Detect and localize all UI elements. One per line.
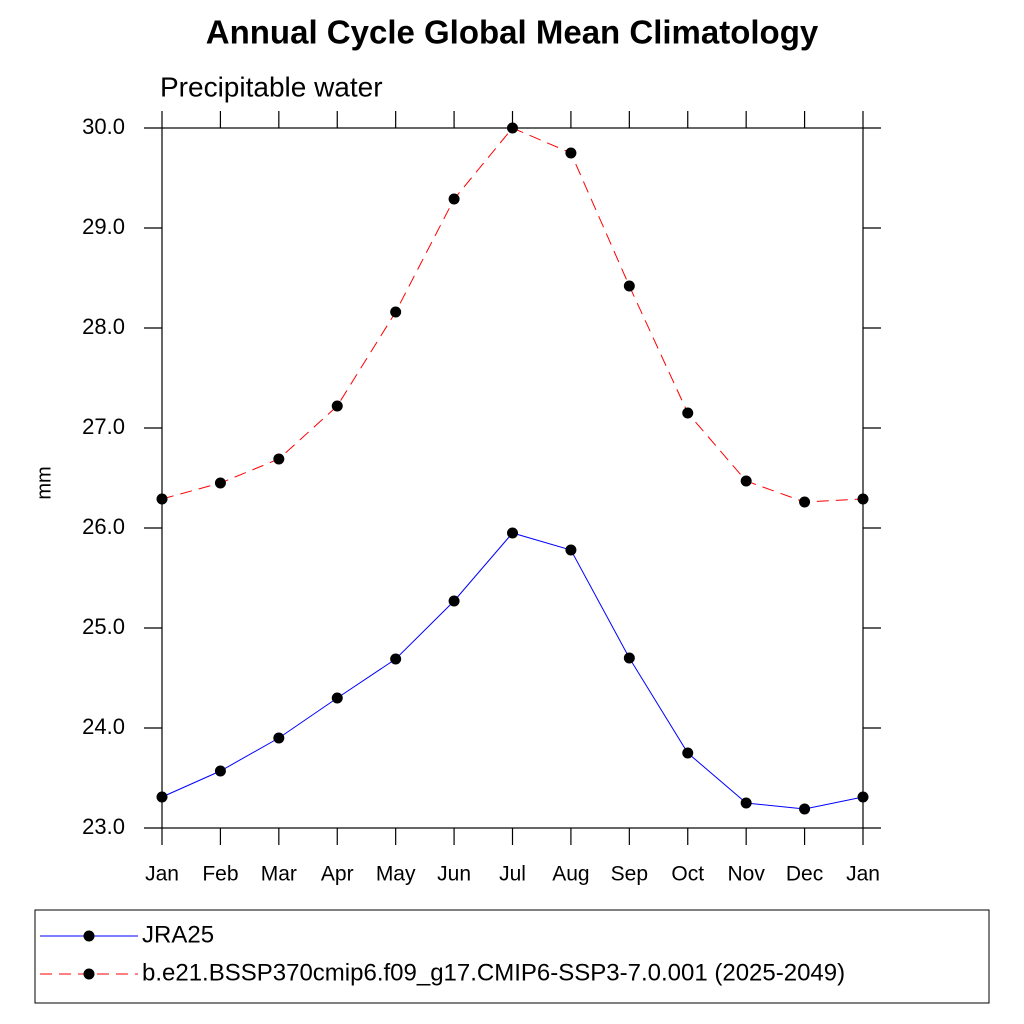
data-marker (390, 653, 402, 665)
legend-marker (83, 968, 95, 980)
data-marker (857, 791, 869, 803)
data-marker (799, 496, 811, 508)
data-marker (273, 453, 285, 465)
y-axis-label: mm (33, 466, 55, 499)
x-tick-label: Sep (611, 863, 648, 886)
data-marker (448, 595, 460, 607)
data-marker (565, 544, 577, 556)
x-tick-label: Jan (846, 863, 880, 886)
data-marker (331, 692, 343, 704)
x-tick-label: May (376, 863, 416, 886)
data-marker (740, 475, 752, 487)
data-marker (623, 280, 635, 292)
y-tick-label: 23.0 (82, 814, 125, 839)
legend-box (34, 909, 990, 1004)
x-tick-label: Mar (261, 863, 297, 886)
x-tick-label: Nov (727, 863, 765, 886)
data-marker (156, 791, 168, 803)
y-tick-label: 24.0 (82, 714, 125, 739)
data-marker (740, 797, 752, 809)
data-marker (390, 306, 402, 318)
data-marker (507, 122, 518, 134)
data-marker (623, 652, 635, 664)
legend-label: JRA25 (142, 921, 214, 948)
y-tick-label: 30.0 (82, 114, 125, 139)
y-tick-label: 29.0 (82, 214, 125, 239)
plot-frame (161, 127, 864, 829)
data-marker (273, 732, 285, 744)
data-marker (857, 493, 869, 505)
x-tick-label: Aug (552, 863, 589, 886)
chart-subtitle: Precipitable water (160, 71, 383, 102)
y-tick-label: 25.0 (82, 614, 125, 639)
data-marker (448, 193, 460, 205)
chart-title: Annual Cycle Global Mean Climatology (206, 14, 819, 51)
x-tick-label: Oct (671, 863, 704, 886)
data-marker (682, 407, 694, 419)
legend-label: b.e21.BSSP370cmip6.f09_g17.CMIP6-SSP3-7.… (142, 959, 845, 986)
data-marker (214, 477, 226, 489)
x-tick-label: Jun (437, 863, 471, 886)
data-marker (799, 803, 811, 815)
series-line (161, 127, 864, 503)
x-tick-label: Jan (145, 863, 179, 886)
series-line (161, 532, 864, 810)
data-marker (682, 747, 694, 759)
data-marker (565, 147, 577, 159)
x-tick-label: Apr (321, 863, 354, 886)
y-tick-label: 28.0 (82, 314, 125, 339)
x-tick-label: Feb (202, 863, 238, 886)
y-tick-label: 27.0 (82, 414, 125, 439)
y-tick-label: 26.0 (82, 514, 125, 539)
legend-marker (83, 930, 95, 942)
x-tick-label: Dec (786, 863, 823, 886)
data-marker (214, 765, 226, 777)
data-marker (331, 400, 343, 412)
x-tick-label: Jul (499, 863, 526, 886)
data-marker (507, 527, 518, 539)
data-marker (156, 493, 168, 505)
